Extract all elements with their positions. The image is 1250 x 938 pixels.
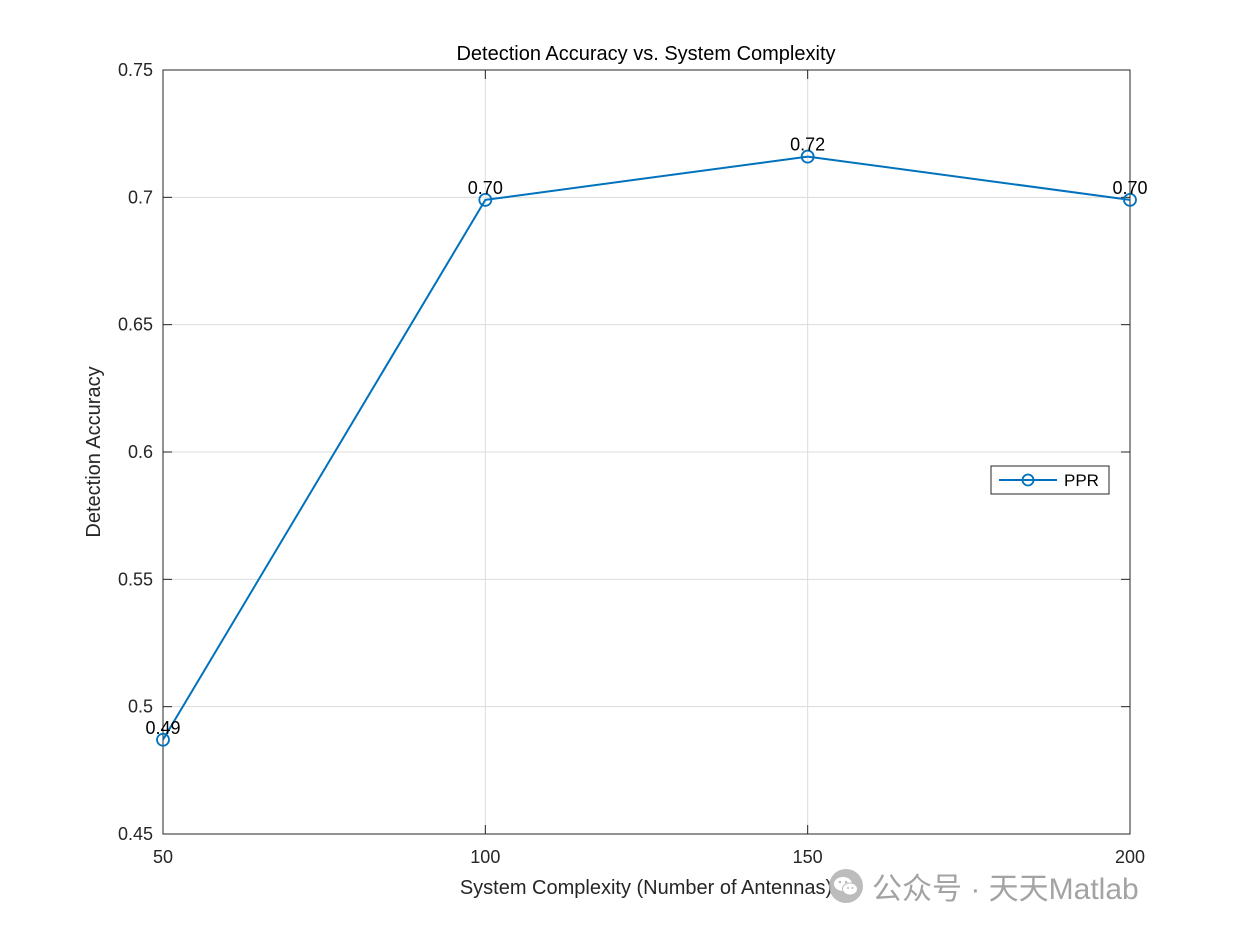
x-tick-label: 100 [470,847,500,867]
data-point [1123,192,1137,207]
data-label: 0.70 [1112,178,1147,198]
wechat-icon [829,869,863,903]
data-point [800,149,815,164]
y-tick-label: 0.75 [118,60,153,80]
y-tick-label: 0.6 [128,442,153,462]
tick-labels: 50 100 150 200 0.45 0.5 0.55 0.6 0.65 0.7 0.75 [118,60,1145,867]
y-tick-label: 0.65 [118,315,153,335]
watermark: 公众号 · 天天Matlab [828,866,1139,906]
chart-title: Detection Accuracy vs. System Complexity [456,43,835,65]
y-tick-label: 0.55 [118,569,153,589]
data-labels: 0.49 0.70 0.72 0.70 [145,135,1147,738]
x-tick-label: 150 [793,847,823,867]
data-label: 0.49 [145,718,180,738]
x-tick-label: 200 [1115,847,1145,867]
series-line-ppr [162,155,1131,741]
x-tick-label: 50 [153,847,173,867]
y-tick-label: 0.45 [118,824,153,844]
y-tick-label: 0.7 [128,187,153,207]
data-point [156,732,170,747]
legend-marker [1021,473,1035,487]
legend: PPR [990,465,1110,495]
x-axis-label: System Complexity (Number of Antennas) [460,877,832,899]
watermark-text: 公众号 · 天天Matlab [872,873,1139,906]
series [156,149,1137,747]
y-axis-label: Detection Accuracy [83,366,105,537]
data-point [478,192,493,207]
y-tick-label: 0.5 [128,697,153,717]
data-label: 0.72 [790,135,825,155]
grid [163,70,1130,834]
legend-entry-ppr: PPR [1064,471,1099,490]
ticks [162,69,1131,835]
data-label: 0.70 [468,178,503,198]
